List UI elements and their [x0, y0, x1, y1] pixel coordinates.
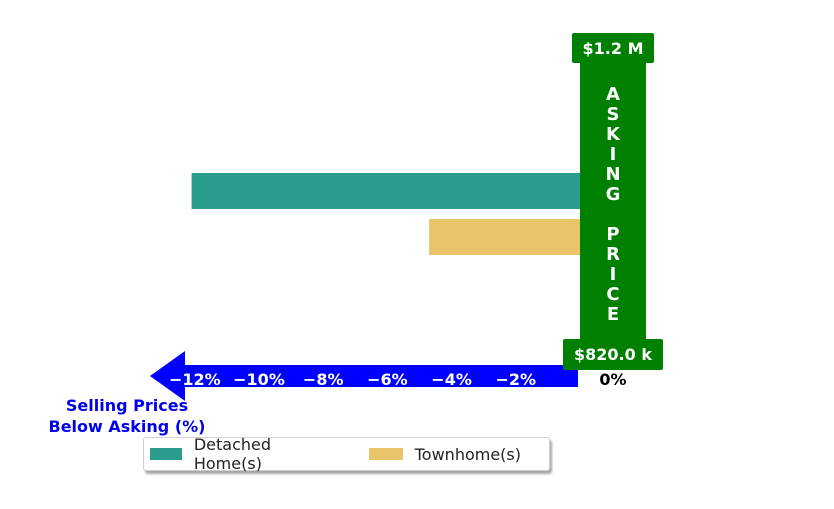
x-tick-label: −6% [367, 370, 408, 389]
asking-price-letter: S [607, 104, 620, 125]
asking-price-letter: A [606, 84, 620, 105]
asking-price-letter: P [606, 224, 619, 245]
bottom-price-badge [563, 339, 663, 370]
top-price-badge [572, 33, 654, 63]
asking-price-letter: I [610, 144, 617, 165]
tick-labels: −12% −10% −8% −6% −4% −2% 0% [169, 370, 627, 389]
top-price-label: $1.2 M [583, 39, 644, 58]
asking-price-letter: R [606, 244, 620, 265]
asking-price-column [580, 60, 646, 342]
legend: Detached Home(s) Townhome(s) [143, 435, 550, 473]
bar-detached-home-s [191, 173, 580, 209]
x-tick-label: −2% [496, 370, 537, 389]
legend-item-townhome: Townhome(s) [368, 444, 521, 464]
bars-layer [191, 173, 580, 255]
bar-townhome-s [429, 219, 580, 255]
legend-label-townhome: Townhome(s) [414, 444, 521, 464]
asking-price-letter: K [606, 124, 621, 145]
bottom-price-label: $820.0 k [574, 345, 652, 364]
legend-swatch-detached [150, 448, 182, 460]
asking-price-letter: I [610, 264, 617, 285]
legend-item-detached: Detached Home(s) [150, 435, 335, 473]
asking-price-letter: C [606, 284, 619, 305]
asking-price-letter: N [605, 164, 620, 185]
x-axis-label-line-2: Below Asking (%) [49, 417, 206, 436]
x-tick-label: −4% [431, 370, 472, 389]
x-tick-label: −10% [233, 370, 285, 389]
x-axis-label-line-1: Selling Prices [66, 396, 188, 415]
below-asking-arrow [150, 351, 578, 401]
x-tick-label: −8% [303, 370, 344, 389]
x-tick-label: 0% [599, 370, 626, 389]
asking-price-letter: E [607, 304, 619, 325]
asking-price-letter: G [606, 184, 621, 205]
legend-label-detached: Detached Home(s) [193, 435, 272, 473]
legend-swatch-townhome [368, 448, 403, 460]
x-tick-label: −12% [169, 370, 221, 389]
